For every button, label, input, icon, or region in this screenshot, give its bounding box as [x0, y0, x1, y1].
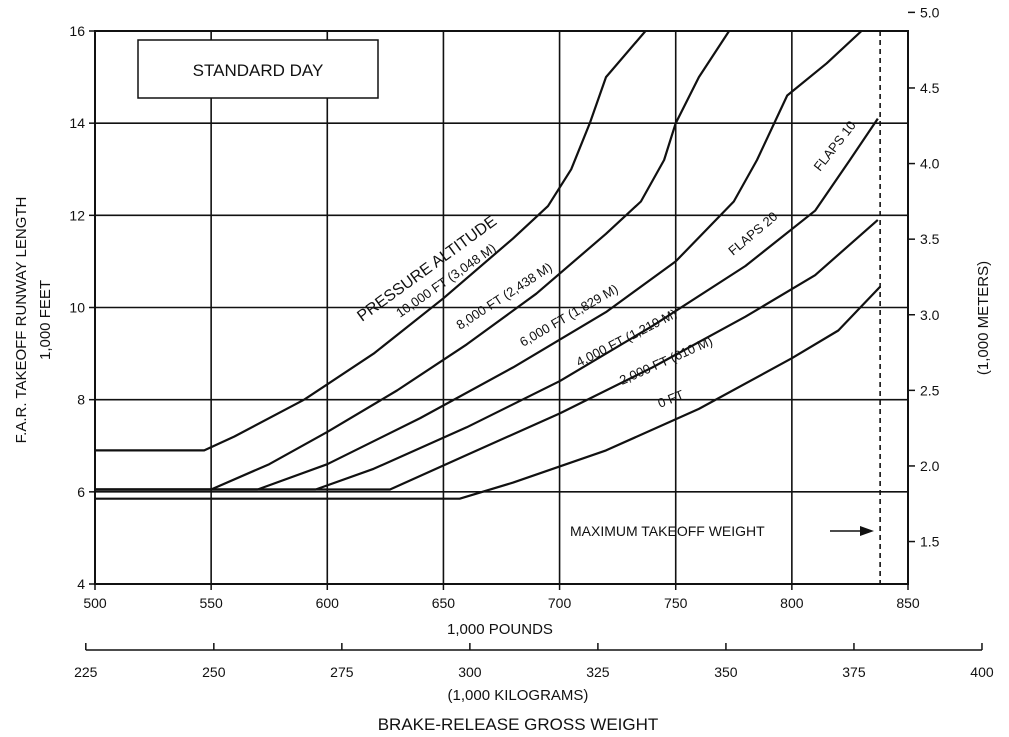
- bottom-tick-label: 550: [199, 595, 223, 611]
- series-label-0ft: 0 FT: [656, 387, 686, 411]
- x-axis-overall-label: BRAKE-RELEASE GROSS WEIGHT: [378, 715, 659, 734]
- series-line-3: [95, 117, 879, 491]
- max-takeoff-weight-arrow-head: [860, 526, 874, 536]
- bottom-tick-label: 700: [548, 595, 572, 611]
- max-takeoff-weight-label: MAXIMUM TAKEOFF WEIGHT: [570, 523, 765, 539]
- right-axis-label: (1,000 METERS): [975, 261, 992, 375]
- right-tick-label: 1.5: [920, 534, 940, 550]
- series-line-4: [95, 219, 879, 491]
- series-line-0: [95, 31, 647, 452]
- right-tick-label: 3.0: [920, 307, 940, 323]
- left-tick-label: 14: [69, 115, 85, 131]
- bottom-tick-label: 500: [83, 595, 107, 611]
- y-axis-label-line2: 1,000 FEET: [37, 280, 54, 360]
- right-tick-label: 4.0: [920, 156, 940, 172]
- right-tick-label: 2.5: [920, 382, 940, 398]
- kilogram-tick-label: 300: [458, 664, 482, 680]
- right-tick-label: 4.5: [920, 80, 940, 96]
- x-axis-label-pounds: 1,000 POUNDS: [447, 621, 553, 638]
- kilogram-tick-label: 250: [202, 664, 226, 680]
- left-tick-label: 10: [69, 300, 85, 316]
- x-axis-label-kilograms: (1,000 KILOGRAMS): [448, 687, 589, 704]
- title-box: [137, 39, 379, 99]
- bottom-axis-ticks: 500 550 600 650 700 750 800 850: [83, 584, 920, 611]
- left-tick-label: 8: [77, 392, 85, 408]
- left-tick-label: 16: [69, 23, 85, 39]
- kilogram-axis: 225 250 275 300 325 350 375 400: [74, 643, 994, 680]
- max-takeoff-weight-marker: [830, 31, 881, 584]
- kilogram-tick-label: 350: [714, 664, 738, 680]
- kilogram-tick-label: 375: [842, 664, 866, 680]
- flaps-10-label: FLAPS 10: [811, 118, 859, 174]
- series-line-1: [95, 31, 731, 491]
- right-tick-label: 5.0: [920, 4, 940, 20]
- y-axis-label-line1: F.A.R. TAKEOFF RUNWAY LENGTH: [13, 197, 30, 444]
- left-tick-label: 4: [77, 576, 85, 592]
- grid-lines: [95, 31, 908, 584]
- left-tick-label: 6: [77, 484, 85, 500]
- kilogram-tick-label: 225: [74, 664, 98, 680]
- kilogram-tick-label: 325: [586, 664, 610, 680]
- bottom-tick-label: 650: [432, 595, 456, 611]
- bottom-tick-label: 800: [780, 595, 804, 611]
- series-line-2: [95, 31, 863, 491]
- series-curves: [95, 31, 881, 500]
- chart-title: STANDARD DAY: [193, 61, 324, 80]
- bottom-tick-label: 600: [316, 595, 340, 611]
- right-tick-label: 3.5: [920, 231, 940, 247]
- bottom-tick-label: 750: [664, 595, 688, 611]
- series-line-5: [95, 286, 881, 500]
- bottom-tick-label: 850: [896, 595, 920, 611]
- right-tick-label: 2.0: [920, 458, 940, 474]
- right-axis-ticks: 1.5 2.0 2.5 3.0 3.5 4.0 4.5 5.0: [908, 4, 940, 550]
- flaps-20-label: FLAPS 20: [725, 209, 780, 259]
- left-tick-label: 12: [69, 207, 85, 223]
- kilogram-tick-label: 400: [970, 664, 994, 680]
- left-axis-ticks: 4 6 8 10 12 14 16: [69, 23, 95, 592]
- kilogram-tick-label: 275: [330, 664, 354, 680]
